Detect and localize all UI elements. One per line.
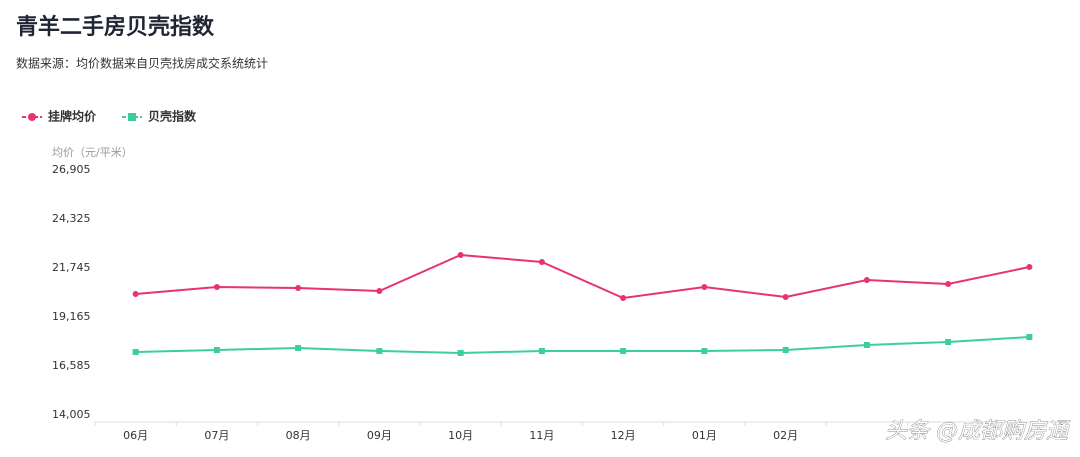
data-point	[376, 287, 383, 294]
data-point	[863, 277, 870, 284]
data-point	[701, 284, 708, 291]
series-line	[135, 336, 1030, 355]
y-axis-label: 均价（元/平米）	[52, 146, 133, 159]
x-tick-label: 09月	[367, 429, 392, 442]
data-point	[213, 347, 220, 354]
legend: 挂牌均价 贝壳指数	[22, 109, 197, 124]
data-point	[620, 295, 627, 302]
legend-label[interactable]: 挂牌均价	[48, 109, 97, 124]
x-tick-label: 10月	[448, 429, 473, 442]
data-point	[295, 284, 302, 291]
data-point	[132, 291, 139, 298]
y-tick-label: 26,905	[52, 163, 91, 176]
chart-subtitle: 数据来源：均价数据来自贝壳找房成交系统统计	[16, 56, 268, 71]
data-point	[538, 259, 545, 266]
data-point	[863, 341, 870, 348]
y-tick-label: 24,325	[52, 212, 91, 225]
data-point	[1026, 333, 1033, 340]
data-point	[1026, 264, 1033, 271]
data-point	[457, 350, 464, 357]
x-tick-label: 02月	[773, 429, 798, 442]
data-point	[620, 347, 627, 354]
data-point	[295, 344, 302, 351]
x-tick-label: 07月	[204, 429, 229, 442]
data-point	[945, 339, 952, 346]
data-point	[782, 347, 789, 354]
x-tick-label: 11月	[529, 429, 554, 442]
series-line	[135, 253, 1030, 300]
legend-label[interactable]: 贝壳指数	[148, 109, 197, 124]
chart-title: 青羊二手房贝壳指数	[16, 14, 215, 40]
watermark: 头条 @成都购房通	[885, 419, 1071, 444]
data-point	[538, 347, 545, 354]
legend-marker	[128, 113, 136, 121]
x-tick-label: 08月	[286, 429, 311, 442]
data-point	[213, 284, 220, 291]
data-point	[701, 347, 708, 354]
data-point	[376, 347, 383, 354]
y-tick-label: 16,585	[52, 359, 91, 372]
x-tick-label: 01月	[692, 429, 717, 442]
data-point	[457, 252, 464, 259]
y-tick-label: 19,165	[52, 310, 91, 323]
x-tick-label: 12月	[611, 429, 636, 442]
y-tick-label: 14,005	[52, 408, 91, 421]
data-point	[945, 281, 952, 288]
plot-area: 14,005 16,585 19,165 21,745 24,325 26,905 06月 0…	[52, 163, 1070, 442]
legend-marker	[28, 113, 36, 121]
data-point	[782, 294, 789, 301]
y-tick-label: 21,745	[52, 261, 91, 274]
x-tick-label: 06月	[123, 429, 148, 442]
data-point	[132, 349, 139, 356]
